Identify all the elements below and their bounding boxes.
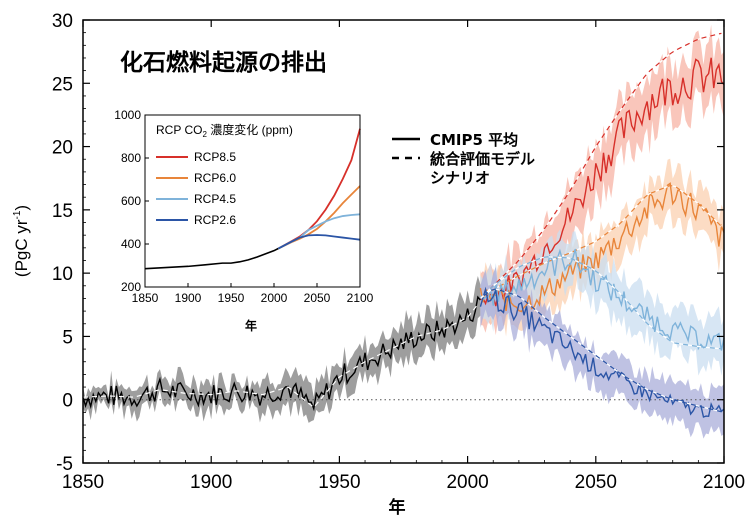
x-tick-label-1850: 1850 (62, 472, 104, 493)
main-axis-ticks: 1850 1900 1950 2000 2050 2100 -5 0 5 10 15 20 25 30 (52, 11, 745, 493)
inset-x-tick-label-2050: 2050 (304, 291, 331, 305)
x-tick-label-2000: 2000 (446, 472, 488, 493)
main-y-axis-label-main: (PgC yr (12, 219, 31, 277)
line-rcp4-5 (479, 248, 725, 351)
inset-x-tick-label-2100: 2100 (347, 291, 374, 305)
inset-line-historical (144, 247, 279, 270)
inset-x-tick-label-1850: 1850 (132, 291, 159, 305)
y-tick-label--5: -5 (56, 454, 73, 475)
main-plot-frame (82, 19, 725, 464)
band-rcp4-5 (480, 229, 724, 376)
inset-title-prefix: RCP CO (156, 123, 202, 137)
scenario-rcp8-5 (479, 32, 722, 299)
y-tick-label-20: 20 (52, 138, 73, 159)
line-historical (82, 295, 481, 412)
scenario-white-rcp2-6 (480, 288, 722, 413)
inset-axis-ticks: 1850 1900 1950 2000 2050 2100 200 400 600 800 1000 (114, 108, 373, 305)
x-tick-label-1950: 1950 (318, 472, 360, 493)
y-tick-label-10: 10 (52, 264, 73, 285)
inset-y-tick-label-400: 400 (121, 237, 141, 251)
inset-legend-label-rcp4-5: RCP4.5 (194, 192, 236, 206)
inset-y-tick-label-800: 800 (121, 151, 141, 165)
inset-y-tick-label-600: 600 (121, 194, 141, 208)
scenario-rcp6-0 (480, 184, 722, 299)
y-tick-label-30: 30 (52, 11, 73, 32)
inset-legend-label-rcp8-5: RCP8.5 (194, 150, 236, 164)
inset-series-lines (144, 128, 361, 270)
inset-title-sub: 2 (202, 130, 207, 139)
main-legend: CMIP5 平均 統合評価モデル シナリオ (392, 131, 535, 187)
inset-x-tick-label-1900: 1900 (175, 291, 202, 305)
inset-legend-label-rcp2-6: RCP2.6 (194, 213, 236, 227)
inset-x-tick-label-1950: 1950 (218, 291, 245, 305)
inset-chart: 1850 1900 1950 2000 2050 2100 200 400 600 800 1000… (114, 108, 373, 333)
y-tick-label-0: 0 (62, 391, 73, 412)
scenario-historical (82, 303, 479, 409)
main-y-axis-label: (PgC yr-1) (12, 205, 31, 277)
scenario-white-rcp4-5 (479, 256, 722, 350)
x-tick-label-2100: 2100 (703, 472, 745, 493)
inset-title-suffix: 濃度変化 (ppm) (207, 122, 293, 137)
legend-solid-label: CMIP5 平均 (430, 131, 518, 149)
inset-y-tick-label-1000: 1000 (114, 108, 141, 122)
scenario-rcp4-5 (479, 256, 722, 350)
line-rcp6-0 (479, 182, 725, 313)
main-series-lines (82, 32, 725, 418)
inset-x-axis-label: 年 (245, 318, 257, 333)
main-x-axis-label: 年 (389, 497, 406, 517)
main-y-axis-label-close: ) (12, 205, 31, 211)
inset-background (145, 115, 360, 287)
line-rcp2-6 (479, 286, 725, 418)
main-y-axis-label-sup: -1 (12, 210, 23, 219)
main-title: 化石燃料起源の排出 (120, 49, 327, 76)
y-tick-label-5: 5 (62, 327, 73, 348)
inset-x-tick-label-2000: 2000 (261, 291, 288, 305)
inset-y-tick-label-200: 200 (121, 280, 141, 294)
y-tick-label-25: 25 (52, 74, 73, 95)
legend-dashed-label-line1: 統合評価モデル (430, 150, 535, 168)
inset-title: RCP CO2 濃度変化 (ppm) (156, 122, 293, 139)
x-tick-label-2050: 2050 (575, 472, 617, 493)
y-tick-label-15: 15 (52, 201, 73, 222)
inset-line-rcp2-6 (277, 234, 361, 250)
inset-legend: RCP8.5 RCP6.0 RCP4.5 RCP2.6 (156, 150, 236, 227)
inset-legend-label-rcp6-0: RCP6.0 (194, 171, 236, 185)
legend-dashed-label-line2: シナリオ (430, 169, 490, 187)
scenario-rcp2-6 (480, 288, 722, 413)
x-tick-label-1900: 1900 (190, 472, 232, 493)
